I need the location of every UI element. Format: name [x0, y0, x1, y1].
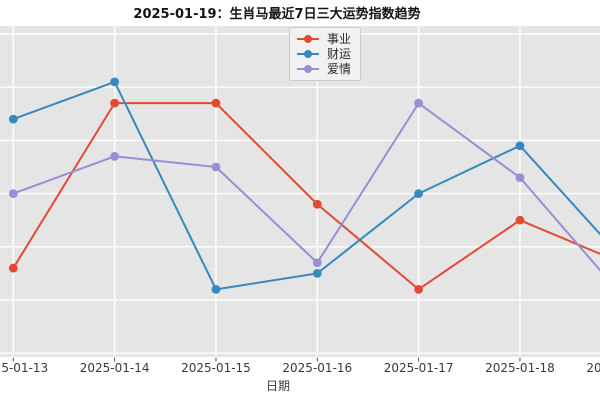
- love-line-marker-icon: [297, 64, 319, 74]
- legend: 事业 财运 爱情: [289, 27, 362, 81]
- plot-area: [0, 26, 600, 357]
- x-tick-label: 2025-01-19: [586, 361, 600, 375]
- wealth-point: [312, 269, 322, 278]
- x-tick-label: 2025-01-16: [282, 361, 352, 375]
- career-line-marker-icon: [297, 34, 319, 44]
- x-tick-label: 2025-01-14: [80, 361, 150, 375]
- wealth-point: [8, 114, 18, 124]
- wealth-point: [110, 77, 120, 87]
- love-point: [515, 173, 525, 183]
- legend-item-love: 爱情: [297, 62, 351, 76]
- wealth-point: [211, 284, 221, 294]
- x-tick-label: 2025-01-17: [384, 361, 454, 375]
- career-point: [414, 284, 424, 294]
- love-point: [414, 98, 424, 108]
- career-point: [8, 263, 18, 273]
- love-point: [211, 162, 221, 172]
- x-tick-label: 2025-01-15: [181, 361, 251, 375]
- wealth-point: [515, 141, 525, 151]
- wealth-line-marker-icon: [297, 49, 319, 59]
- legend-label-love: 爱情: [327, 62, 352, 76]
- x-axis-label: 日期: [265, 379, 291, 393]
- career-point: [110, 98, 120, 108]
- legend-item-career: 事业: [297, 32, 351, 46]
- legend-label-career: 事业: [327, 32, 352, 46]
- career-point: [211, 98, 221, 108]
- career-point: [312, 199, 322, 209]
- career-point: [515, 215, 525, 225]
- chart-title: 2025-01-19：生肖马最近7日三大运势指数趋势: [133, 7, 421, 22]
- love-point: [110, 151, 120, 161]
- love-point: [312, 258, 322, 268]
- legend-item-wealth: 财运: [297, 47, 351, 61]
- x-tick-label: 2025-01-18: [485, 361, 555, 375]
- legend-label-wealth: 财运: [327, 47, 352, 61]
- wealth-point: [414, 189, 424, 199]
- x-tick-label: 2025-01-13: [0, 361, 48, 375]
- love-point: [8, 189, 18, 199]
